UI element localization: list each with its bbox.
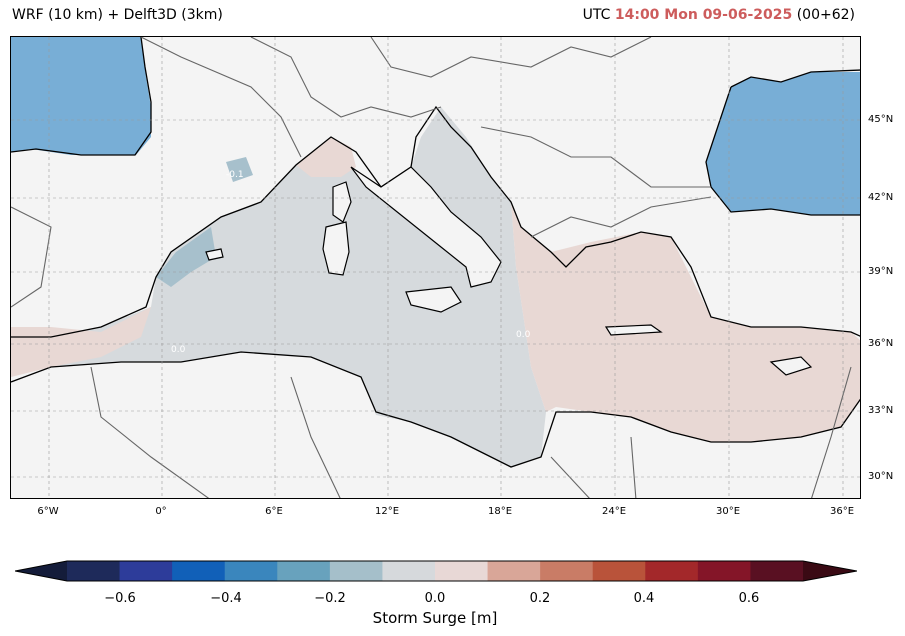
lon-label-36e: 36°E bbox=[829, 506, 855, 517]
lat-label-42n: 42°N bbox=[868, 192, 894, 203]
colorbar-segment bbox=[277, 561, 331, 581]
north-africa-coastline bbox=[11, 351, 860, 468]
sicily bbox=[405, 286, 462, 313]
lon-label-0: 0° bbox=[155, 506, 167, 517]
colorbar-segment bbox=[435, 561, 489, 581]
colorbar-extend-max bbox=[803, 561, 857, 581]
gulf-of-genoa-patch bbox=[226, 157, 253, 182]
colorbar-tick-label: 0.2 bbox=[529, 591, 551, 606]
colorbar-tick-label: 0.4 bbox=[633, 591, 655, 606]
colorbar-tick-label: 0.6 bbox=[738, 591, 760, 606]
utc-label: UTC bbox=[582, 7, 611, 23]
colorbar-segment bbox=[224, 561, 278, 581]
contour-label: 0.0 bbox=[516, 330, 531, 340]
map-panel: 0.0 0.0 -0.1 bbox=[10, 36, 861, 499]
colorbar-title: Storm Surge [m] bbox=[372, 609, 498, 627]
lon-label-30e: 30°E bbox=[715, 506, 741, 517]
gulf-of-lion-patch bbox=[156, 227, 216, 287]
colorbar-segment bbox=[540, 561, 594, 581]
contour-label: -0.1 bbox=[226, 170, 244, 180]
colorbar-segment bbox=[487, 561, 541, 581]
colorbar-segment bbox=[329, 561, 383, 581]
lat-label-33n: 33°N bbox=[868, 405, 894, 416]
country-borders bbox=[11, 37, 852, 498]
bay-of-biscay bbox=[11, 37, 151, 155]
contour-label: 0.0 bbox=[171, 345, 186, 355]
lon-label-6w: 6°W bbox=[37, 506, 59, 517]
alboran-sea bbox=[11, 307, 151, 377]
colorbar-tick-label: −0.2 bbox=[314, 591, 346, 606]
lat-label-39n: 39°N bbox=[868, 266, 894, 277]
colorbar-tick-label: −0.6 bbox=[104, 591, 136, 606]
colorbar-tick-label: −0.4 bbox=[210, 591, 242, 606]
valid-time-value: 14:00 Mon 09-06-2025 bbox=[614, 7, 793, 23]
lat-label-30n: 30°N bbox=[868, 471, 894, 482]
lon-label-18e: 18°E bbox=[487, 506, 513, 517]
lon-label-12e: 12°E bbox=[374, 506, 400, 517]
colorbar-segment bbox=[67, 561, 121, 581]
colorbar-segment bbox=[172, 561, 226, 581]
map-canvas: 0.0 0.0 -0.1 bbox=[11, 37, 860, 498]
crete bbox=[604, 324, 663, 336]
ligurian-margin bbox=[296, 137, 356, 177]
black-sea bbox=[706, 72, 860, 215]
biscay-coast bbox=[11, 37, 152, 156]
lon-label-24e: 24°E bbox=[601, 506, 627, 517]
map-title: WRF (10 km) + Delft3D (3km) bbox=[12, 7, 223, 23]
colorbar-segment bbox=[750, 561, 804, 581]
corsica bbox=[332, 181, 352, 223]
mediterranean-coastline bbox=[11, 105, 860, 338]
forecast-step: (00+62) bbox=[796, 7, 855, 23]
cyprus bbox=[769, 356, 813, 376]
lon-label-6e: 6°E bbox=[265, 506, 283, 517]
sardinia bbox=[322, 221, 350, 276]
mediterranean-east bbox=[511, 202, 860, 442]
colorbar-extend-min bbox=[15, 561, 67, 581]
colorbar-segment bbox=[592, 561, 646, 581]
colorbar-tick-label: 0.0 bbox=[424, 591, 446, 606]
colorbar-segment bbox=[645, 561, 699, 581]
colorbar-outline bbox=[15, 560, 857, 582]
colorbar-segment bbox=[697, 561, 751, 581]
italian-peninsula bbox=[350, 166, 502, 288]
black-sea-coast bbox=[705, 69, 860, 216]
balearic-islands bbox=[205, 248, 224, 261]
colorbar-segment bbox=[119, 561, 173, 581]
colorbar-segment bbox=[382, 561, 436, 581]
gridlines bbox=[11, 37, 860, 498]
colorbar bbox=[15, 560, 857, 582]
lat-label-45n: 45°N bbox=[868, 114, 894, 125]
valid-time: UTC 14:00 Mon 09-06-2025 (00+62) bbox=[583, 7, 855, 23]
lat-label-36n: 36°N bbox=[868, 338, 894, 349]
